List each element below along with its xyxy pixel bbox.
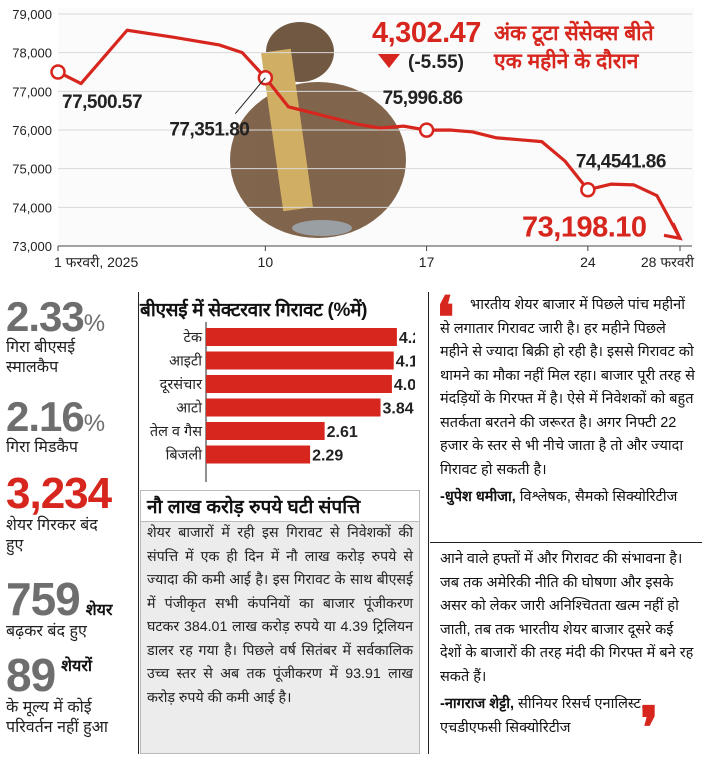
divider	[430, 542, 702, 543]
bear-shadow	[292, 220, 352, 236]
headline-change: (-5.55)	[408, 52, 464, 73]
stat-value: 2.33	[6, 293, 85, 340]
y-tick-label: 79,000	[12, 7, 52, 22]
data-label: 77,500.57	[62, 92, 142, 113]
sector-bar	[206, 445, 311, 464]
stat-midcap: 2.16% गिरा मिडकैप	[6, 396, 105, 458]
stat-suffix: %	[83, 310, 106, 337]
quote-author: -धुपेश धमीजा,	[440, 489, 516, 505]
stat-value: 2.16	[6, 393, 85, 440]
data-point-marker	[418, 122, 435, 138]
sector-bar	[206, 351, 394, 370]
x-tick-label: 10	[258, 254, 274, 270]
quote-role: सीनियर रिसर्च एनालिस्ट, एचडीएफसी सिक्योर…	[440, 696, 645, 736]
stat-label: गिरा मिडकैप	[6, 439, 78, 456]
sector-bars: टेक 4.20 आइटी 4.13 दूरसंचार 4.09 आटो 3.84 तेल व …	[150, 322, 415, 482]
quote-text: आने वाले हफ्तों में और गिरावट की संभावना…	[440, 551, 694, 685]
analyst-quote-1: भारतीय शेयर बाजार में पिछले पांच महीनों …	[440, 294, 698, 510]
sector-label: टेक	[184, 329, 203, 346]
stat-smallcap: 2.33% गिरा बीएसई स्मालकैप	[6, 296, 106, 378]
label-leader-line	[234, 77, 266, 115]
stat-value: 89	[6, 649, 56, 701]
sector-chart-title: बीएसई में सेक्टरवार गिरावट (%में)	[140, 300, 368, 321]
sector-bar	[206, 375, 392, 393]
sector-value: 4.20	[399, 330, 415, 347]
data-label: 73,198.10	[522, 211, 647, 243]
sector-value: 2.61	[327, 424, 358, 441]
x-tick-label: 1 फरवरी, 2025	[54, 254, 138, 270]
stat-declined: 3,234 शेयर गिरकर बंद हुए	[6, 469, 112, 556]
sector-value: 3.84	[383, 401, 414, 418]
divider	[428, 292, 429, 754]
sector-decline-chart: बीएसई में सेक्टरवार गिरावट (%में) टेक 4.2…	[140, 294, 415, 484]
quote-author: -नागराज शेट्टी,	[440, 696, 515, 712]
headline-points: 4,302.47	[372, 17, 481, 49]
data-label: 77,351.80	[169, 120, 249, 141]
bear-body	[230, 82, 406, 238]
stat-unchanged: 89 शेयरों के मूल्य में कोई परिवर्तन नहीं …	[6, 652, 131, 738]
x-tick-label: 28 फरवरी	[641, 254, 694, 270]
sector-bar	[206, 422, 325, 440]
stat-label: बढ़कर बंद हुए	[6, 623, 87, 640]
sector-label: आइटी	[169, 353, 202, 370]
quote-mark-icon: ❛	[436, 286, 455, 351]
sector-bar	[206, 328, 397, 346]
wealth-box-body: शेयर बाजारों में रही इस गिरावट से निवेशक…	[147, 525, 413, 706]
sector-bar	[206, 398, 381, 417]
sector-value: 4.09	[394, 377, 415, 394]
down-arrow-icon	[378, 54, 400, 68]
data-label: 75,996.86	[383, 88, 463, 109]
quote-close-mark-icon: ❜	[640, 696, 659, 761]
sector-value: 4.13	[396, 354, 415, 371]
headline: 4,302.47 अंक टूटा सेंसेक्स बीतेएक महीने क…	[372, 17, 655, 73]
stat-suffix: %	[83, 410, 106, 437]
x-tick-label: 24	[580, 254, 596, 270]
sensex-line-chart: 73,000 74,000 75,000 76,000 77,000 78,000 79,0…	[12, 7, 694, 270]
sector-label: आटो	[176, 400, 202, 417]
x-tick-label: 17	[419, 254, 435, 270]
stat-value: 759	[6, 573, 81, 625]
stat-suffix: शेयरों	[61, 658, 93, 675]
y-tick-label: 73,000	[12, 239, 52, 254]
sector-label: दूरसंचार	[160, 376, 203, 394]
quote-role: विश्लेषक, सैमको सिक्योरिटीज	[519, 489, 678, 505]
line-arrowhead	[663, 222, 683, 241]
stat-label: के मूल्य में कोई परिवर्तन नहीं हुआ	[6, 699, 108, 736]
quote-text: भारतीय शेयर बाजार में पिछले पांच महीनों …	[440, 297, 695, 478]
y-tick-label: 75,000	[12, 162, 52, 177]
sector-label: बिजली	[166, 447, 203, 464]
wealth-loss-box: नौ लाख करोड़ रुपये घटी संपत्ति शेयर बाजा…	[140, 490, 420, 754]
headline-text-line2: एक महीने के दौरान	[493, 48, 640, 73]
sector-value: 2.29	[312, 448, 343, 465]
y-tick-label: 78,000	[12, 46, 52, 61]
stats-column: 2.33% गिरा बीएसई स्मालकैप 2.16% गिरा मिड…	[6, 296, 138, 754]
y-tick-label: 77,000	[12, 84, 52, 99]
y-tick-label: 76,000	[12, 123, 52, 138]
data-label: 74,4541.86	[576, 152, 666, 173]
sector-label: तेल व गैस	[150, 423, 202, 440]
analyst-quote-2: आने वाले हफ्तों में और गिरावट की संभावना…	[440, 548, 698, 740]
data-point-marker	[580, 181, 596, 198]
stat-suffix: शेयर	[85, 602, 113, 619]
headline-text-line1: अंक टूटा सेंसेक्स बीते	[494, 20, 655, 47]
stat-advanced: 759 शेयर बढ़कर बंद हुए	[6, 576, 112, 642]
stat-label: गिरा बीएसई स्मालकैप	[6, 339, 76, 376]
divider	[138, 292, 139, 754]
y-tick-label: 74,000	[12, 200, 52, 215]
data-point-marker	[50, 64, 66, 80]
stat-value: 3,234	[6, 469, 112, 518]
stat-label: शेयर गिरकर बंद हुए	[6, 517, 98, 554]
wealth-box-title: नौ लाख करोड़ रुपये घटी संपत्ति	[141, 491, 419, 522]
